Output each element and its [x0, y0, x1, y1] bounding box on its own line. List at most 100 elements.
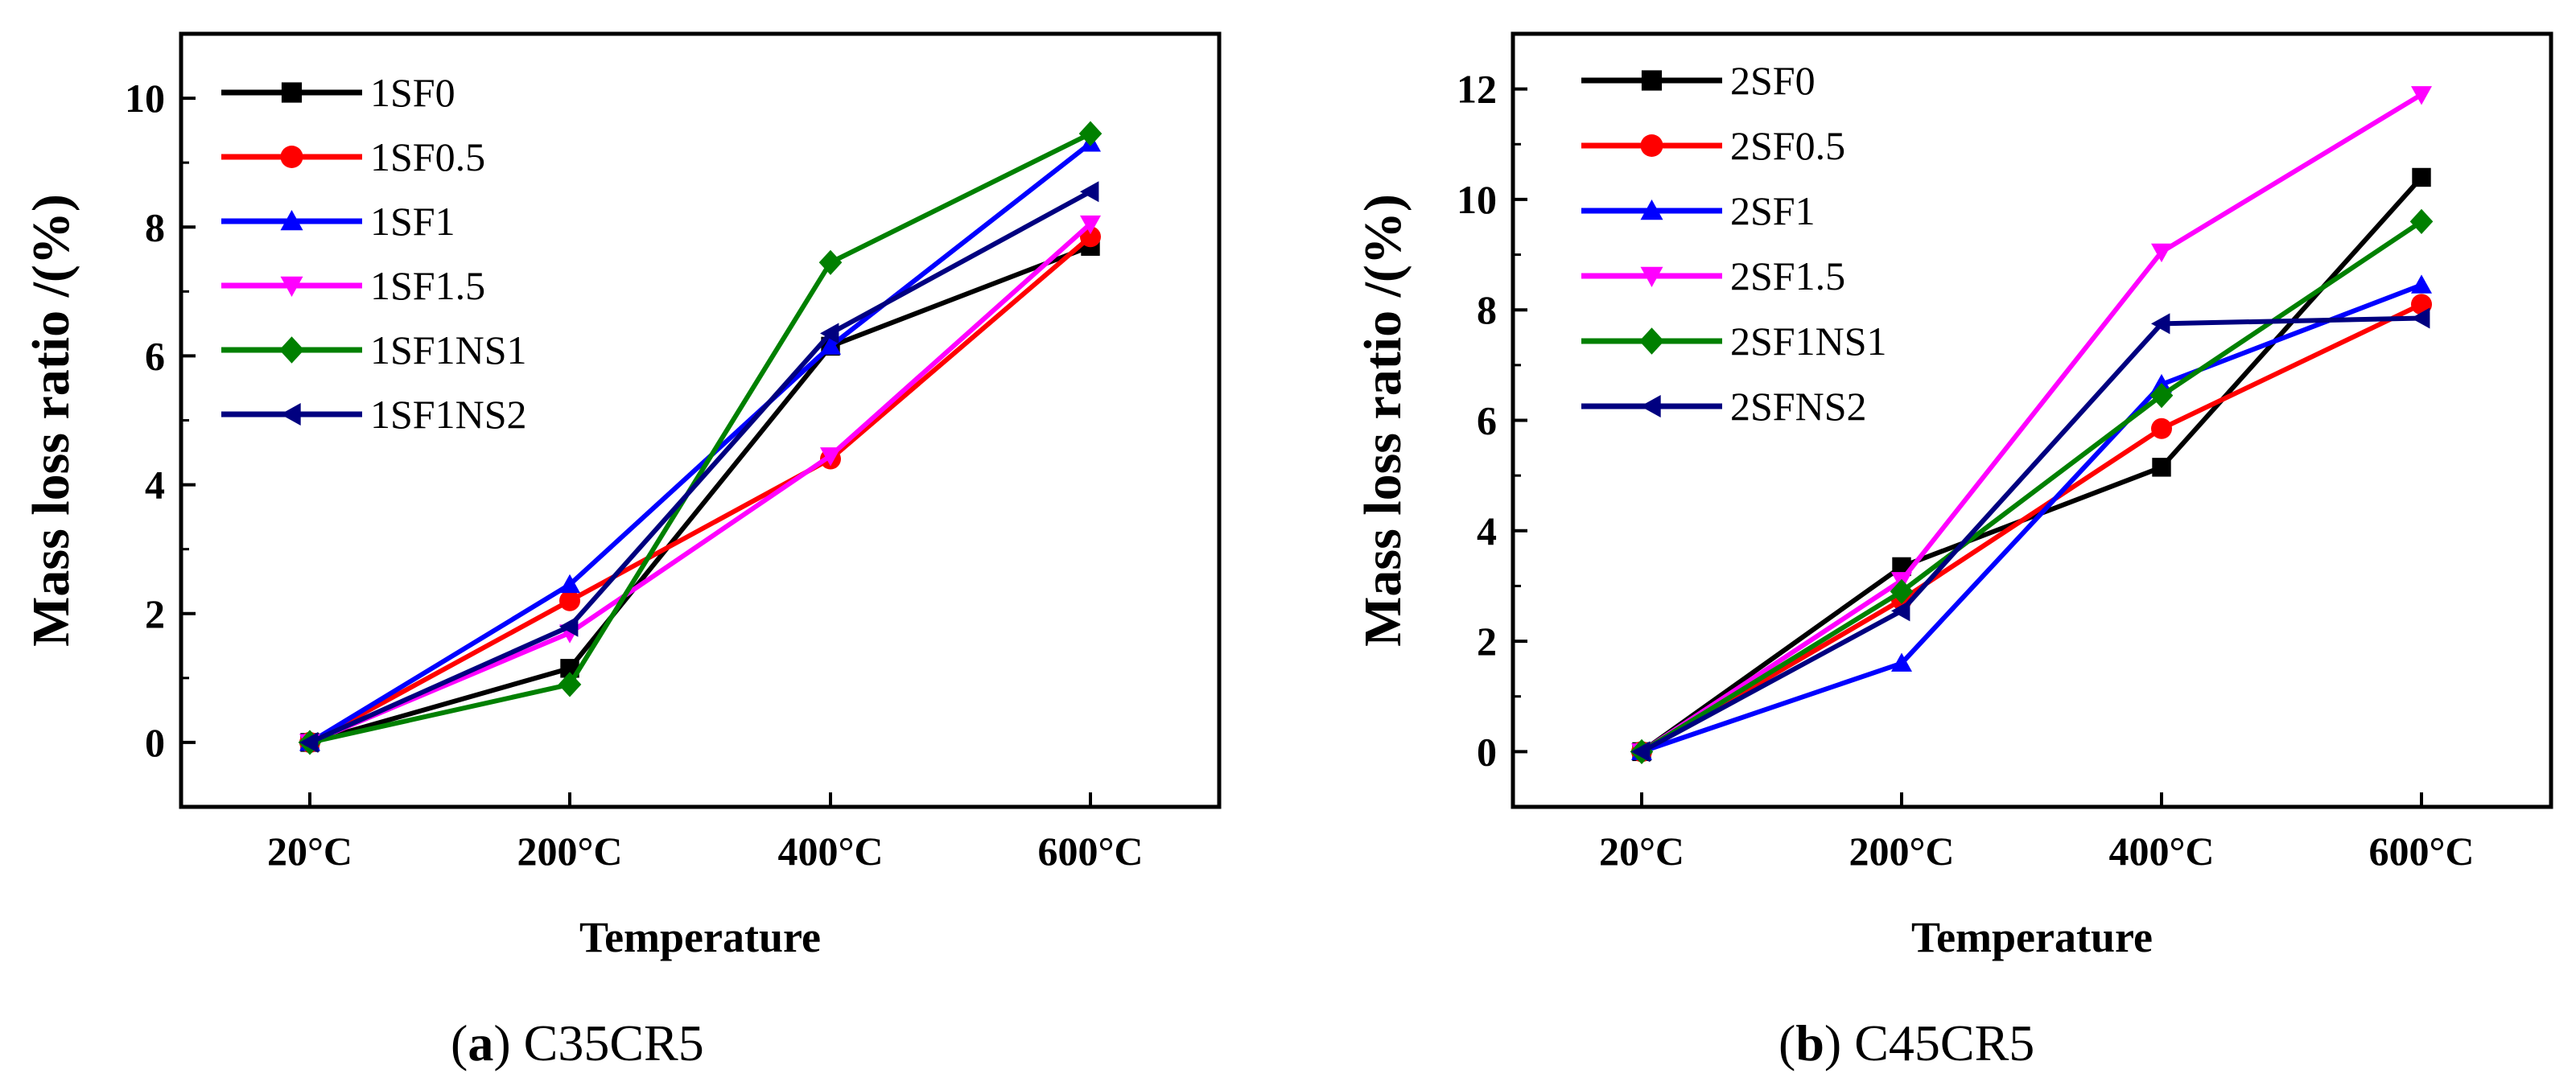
x-axis-title: Temperature — [579, 913, 821, 961]
x-tick-label: 200°C — [1849, 829, 1954, 874]
legend-label: 1SF0 — [370, 70, 455, 115]
data-point — [1891, 652, 1912, 672]
legend-label: 2SF1NS1 — [1730, 319, 1887, 364]
data-point — [559, 574, 580, 594]
data-point — [2151, 418, 2172, 439]
data-point — [1078, 121, 1103, 146]
y-tick-label: 0 — [145, 720, 165, 765]
y-tick-label: 6 — [1477, 398, 1497, 443]
legend: 2SF0 2SF0.5 2SF1 2SF1.5 2SF1NS1 2SFNS2 — [1581, 58, 1887, 429]
data-point — [2411, 274, 2432, 294]
x-tick-label: 200°C — [517, 829, 622, 874]
legend-item: 2SF0 — [1581, 58, 1816, 103]
data-point — [820, 447, 841, 467]
data-point — [2151, 243, 2172, 263]
data-point — [559, 615, 579, 637]
series-line — [1640, 302, 2423, 754]
legend: 1SF0 1SF0.5 1SF1 1SF1.5 1SF1NS1 1SF1NS2 — [221, 70, 527, 437]
y-tick-label: 0 — [1477, 729, 1497, 774]
y-tick-label: 8 — [145, 204, 165, 249]
legend-label: 2SF0.5 — [1730, 123, 1845, 168]
data-point — [2412, 167, 2431, 187]
chart-panel-b: 0 2 4 6 8 10 12 20°C 200°C 400°C 600°C Temperature M… — [1354, 31, 2553, 1072]
series-line — [1640, 92, 2423, 754]
panel-caption: (a) C35CR5 — [451, 1014, 704, 1072]
x-tick-label: 20°C — [1599, 829, 1684, 874]
legend-label: 1SF1 — [370, 199, 455, 244]
legend-marker — [1640, 395, 1661, 418]
data-point — [818, 249, 843, 275]
series-2SF1NS1 — [1630, 208, 2434, 764]
legend-item: 2SF1.5 — [1581, 253, 1845, 298]
legend-marker — [280, 276, 303, 297]
legend-marker — [1640, 266, 1663, 287]
legend-label: 2SF0 — [1730, 58, 1816, 103]
x-tick-label: 20°C — [267, 829, 352, 874]
series-line — [309, 244, 1092, 745]
panel-caption: (b) C45CR5 — [1778, 1014, 2034, 1072]
y-tick-label: 10 — [1457, 177, 1497, 222]
y-tick-label: 8 — [1477, 287, 1497, 332]
legend-marker — [1640, 200, 1663, 220]
legend-label: 2SF1.5 — [1730, 253, 1845, 298]
series-line — [1640, 315, 2422, 754]
x-tick-label: 400°C — [777, 829, 883, 874]
data-point — [2411, 307, 2430, 329]
y-tick-label: 6 — [145, 333, 165, 378]
legend-label: 1SF1NS1 — [370, 327, 527, 372]
data-point — [820, 335, 841, 355]
series-line — [308, 222, 1092, 745]
legend-label: 1SF0.5 — [370, 134, 485, 179]
legend-label: 2SF1 — [1730, 188, 1816, 233]
y-axis-title: Mass loss ratio /(%) — [22, 194, 80, 647]
data-point — [2149, 383, 2174, 409]
x-tick-label: 600°C — [2368, 829, 2474, 874]
legend-label: 1SF1NS2 — [370, 392, 527, 437]
legend-item: 1SF0.5 — [221, 134, 485, 179]
series-line — [1640, 219, 2423, 754]
chart-panel-a: 0 2 4 6 8 10 20°C 200°C 400°C 600°C Temperature Mas… — [22, 31, 1222, 1072]
data-point — [1080, 215, 1101, 235]
legend-item: 2SF1NS1 — [1581, 319, 1887, 364]
y-tick-label: 10 — [125, 76, 165, 121]
series-2SFNS2 — [1631, 307, 2430, 763]
x-tick-label: 400°C — [2108, 829, 2214, 874]
legend-marker — [280, 403, 301, 426]
legend-marker — [280, 210, 303, 231]
data-point — [820, 323, 839, 344]
y-tick-label: 4 — [145, 463, 165, 508]
x-tick-label: 600°C — [1037, 829, 1143, 874]
legend-item: 1SF1NS2 — [221, 392, 527, 437]
legend-marker — [1639, 327, 1664, 355]
series-line — [308, 234, 1092, 745]
x-axis-title: Temperature — [1911, 913, 2153, 961]
y-tick-label: 2 — [145, 591, 165, 636]
data-point — [559, 590, 580, 611]
series-line — [308, 141, 1092, 745]
data-point — [2151, 313, 2170, 335]
data-point — [299, 731, 319, 753]
legend-marker — [280, 146, 303, 168]
legend-marker — [1640, 134, 1663, 157]
legend-item: 1SF1 — [221, 199, 455, 244]
series-line — [308, 189, 1092, 745]
legend-item: 2SF0.5 — [1581, 123, 1845, 168]
legend-item: 1SF0 — [221, 70, 455, 115]
data-point — [2411, 86, 2432, 105]
data-point — [1631, 741, 1651, 763]
data-point — [1080, 181, 1099, 203]
data-point — [1890, 578, 1914, 604]
data-point — [1891, 600, 1910, 622]
legend-label: 2SFNS2 — [1730, 384, 1867, 429]
legend-item: 1SF1NS1 — [221, 327, 527, 372]
series-1SF1NS2 — [299, 181, 1099, 753]
data-point — [558, 672, 582, 697]
legend-marker — [1641, 70, 1663, 91]
y-tick-label: 2 — [1477, 619, 1497, 664]
legend-label: 1SF1.5 — [370, 263, 485, 308]
y-axis-title: Mass loss ratio /(%) — [1354, 194, 1412, 647]
y-tick-label: 4 — [1477, 508, 1497, 553]
plot-frame — [1511, 31, 2553, 809]
legend-item: 2SFNS2 — [1581, 384, 1867, 429]
